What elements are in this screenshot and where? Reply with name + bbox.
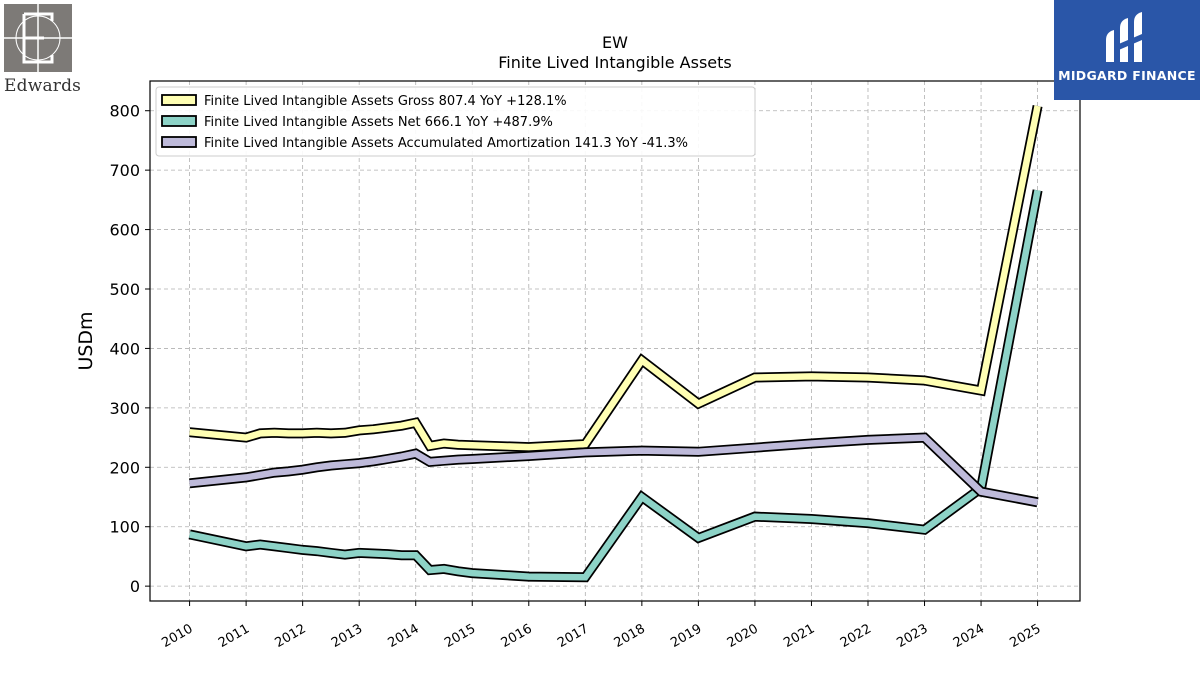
edwards-logo-mark-icon — [4, 4, 72, 72]
x-tick-label: 2022 — [838, 621, 874, 651]
plot-frame — [149, 80, 1081, 602]
chart-title: EW — [602, 33, 628, 52]
x-tick-label: 2018 — [612, 621, 648, 651]
series-line-gross — [189, 105, 1041, 451]
x-tick-label: 2017 — [555, 621, 591, 651]
x-tick-label: 2020 — [725, 621, 761, 651]
x-tick-label: 2012 — [272, 621, 308, 651]
x-tick-label: 2019 — [668, 621, 704, 651]
y-tick-label: 100 — [109, 518, 140, 537]
legend-swatch-net — [161, 115, 197, 127]
x-tick-label: 2013 — [329, 621, 365, 651]
x-tick-label: 2024 — [951, 621, 987, 651]
legend-entry: Finite Lived Intangible Assets Accumulat… — [204, 136, 688, 151]
x-tick-label: 2025 — [1007, 621, 1043, 651]
x-axis-ticks: 2010 2011 2012 2013 2014 2015 2016 2017 2018 2019… — [159, 601, 1044, 651]
series-line-net — [188, 189, 1041, 581]
y-tick-label: 800 — [109, 102, 140, 121]
y-tick-label: 0 — [130, 577, 140, 596]
x-tick-label: 2014 — [386, 621, 422, 651]
chart-subtitle: Finite Lived Intangible Assets — [498, 53, 731, 72]
y-axis-label: USDm — [75, 311, 97, 370]
y-tick-label: 500 — [109, 280, 140, 299]
y-tick-label: 400 — [109, 339, 140, 358]
x-tick-label: 2023 — [894, 621, 930, 651]
legend-entry: Finite Lived Intangible Assets Gross 807… — [204, 94, 567, 109]
series-lines — [188, 105, 1043, 583]
edwards-logo: Edwards — [4, 4, 82, 100]
legend-entry: Finite Lived Intangible Assets Net 666.1… — [204, 115, 553, 130]
legend-swatch-gross — [161, 94, 197, 106]
y-tick-label: 600 — [109, 221, 140, 240]
series-line-amortization — [189, 434, 1039, 506]
legend-box — [155, 86, 756, 157]
series-line-outline — [189, 105, 1043, 453]
x-tick-label: 2010 — [159, 621, 195, 651]
x-tick-label: 2021 — [781, 621, 817, 651]
midgard-finance-text: MIDGARD FINANCE — [1058, 68, 1196, 83]
y-tick-label: 300 — [109, 399, 140, 418]
midgard-finance-logo: MIDGARD FINANCE — [1054, 0, 1200, 100]
edwards-logo-text: Edwards — [4, 76, 82, 96]
x-tick-label: 2015 — [442, 621, 478, 651]
midgard-finance-mark-icon — [1106, 12, 1142, 62]
y-tick-label: 700 — [109, 161, 140, 180]
x-tick-label: 2011 — [216, 621, 252, 651]
legend-swatch-amortization — [161, 136, 197, 148]
x-tick-label: 2016 — [499, 621, 535, 651]
y-axis-ticks: 0 100 200 300 400 500 600 700 800 — [109, 102, 150, 596]
y-tick-label: 200 — [109, 458, 140, 477]
legend: Finite Lived Intangible Assets Gross 807… — [155, 86, 756, 157]
